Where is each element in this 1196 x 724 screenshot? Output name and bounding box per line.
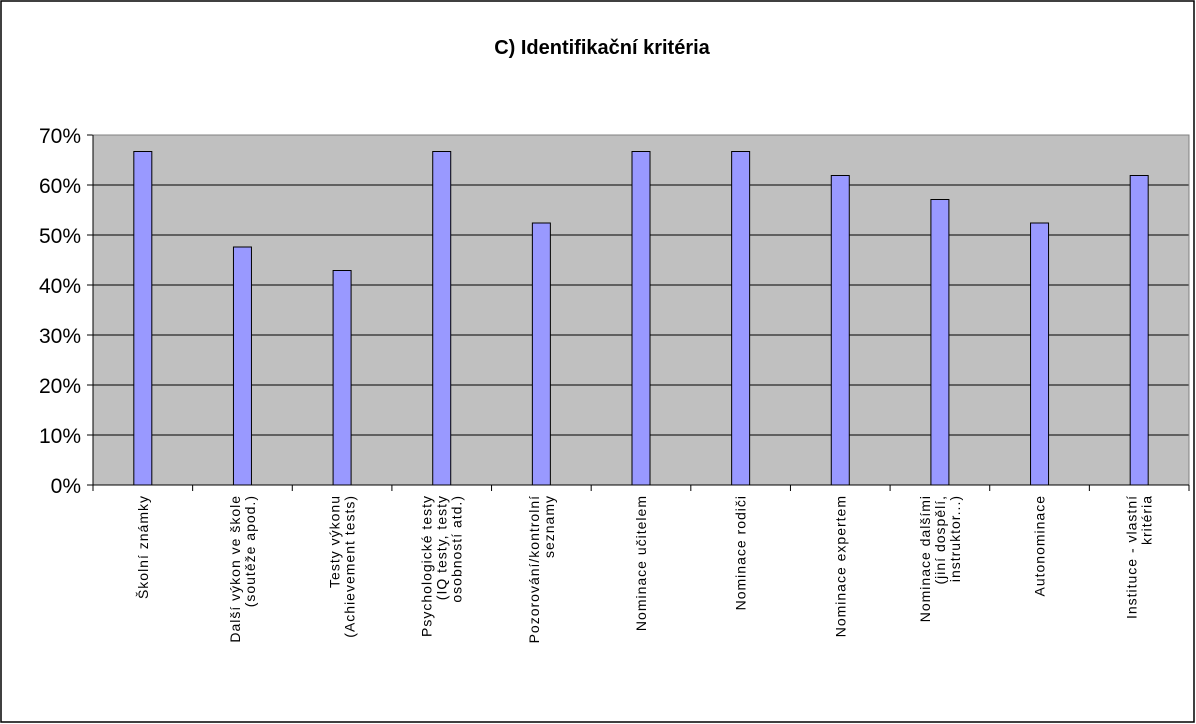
x-tick-label: Psychologické testy(IQ testy, testyosobn… (419, 495, 465, 637)
x-tick-label-line: (IQ testy, testy (434, 495, 450, 600)
x-tick-label-line: Pozorování/kontrolní (526, 495, 542, 643)
y-tick-label: 40% (39, 275, 81, 298)
y-tick-label: 30% (39, 325, 81, 348)
bar (432, 151, 452, 486)
bar (930, 199, 950, 486)
x-tick-label-line: kritéria (1139, 495, 1155, 545)
x-tick-label: Pozorování/kontrolníseznamy (526, 495, 557, 643)
bar (531, 222, 551, 486)
x-tick-label-line: (Achievement tests) (342, 495, 358, 638)
y-tick-label: 60% (39, 175, 81, 198)
x-tick-label-line: Nominace učitelem (633, 495, 649, 631)
bar (232, 246, 252, 486)
bar (133, 151, 153, 486)
x-tick-label: Nominace učitelem (633, 495, 649, 631)
y-tick-label: 70% (39, 125, 81, 148)
y-tick-label: 10% (39, 425, 81, 448)
x-tick-label-line: Nominace rodiči (733, 495, 749, 610)
x-tick-label: Další výkon ve škole(soutěže apod.) (227, 495, 258, 643)
y-tick-label: 20% (39, 375, 81, 398)
x-tick-label: Školní známky (135, 495, 151, 599)
x-tick-label: Nominace rodiči (733, 495, 749, 610)
chart-title: C) Identifikační kritéria (494, 37, 710, 59)
x-tick-label-line: Psychologické testy (419, 495, 435, 637)
y-tick-label: 0% (51, 475, 81, 498)
x-tick-label: Nominace expertem (832, 495, 848, 637)
x-tick-label: Testy výkonu(Achievement tests) (327, 495, 358, 638)
x-tick-label-line: Instituce - vlastní (1124, 495, 1140, 619)
x-tick-label-line: seznamy (541, 495, 557, 558)
x-tick-label-line: Autonominace (1032, 495, 1048, 597)
bar (631, 151, 651, 486)
x-tick-label: Instituce - vlastníkritéria (1124, 495, 1155, 619)
bar (1129, 175, 1149, 486)
x-tick-label-line: (soutěže apod.) (242, 495, 258, 607)
bar (830, 175, 850, 486)
x-tick-label-line: osobností atd.) (449, 495, 465, 603)
bar (731, 151, 751, 486)
bar (332, 270, 352, 486)
x-tick-label-line: Testy výkonu (327, 495, 343, 588)
x-tick-label: Nominace dalšími(jiní dospělí,instruktor… (917, 495, 963, 622)
x-tick-label-line: instruktor...) (947, 495, 963, 582)
x-tick-label-line: Nominace expertem (832, 495, 848, 637)
x-tick-label-line: (jiní dospělí, (932, 495, 948, 584)
y-tick-label: 50% (39, 225, 81, 248)
x-tick-label-line: Další výkon ve škole (227, 495, 243, 643)
x-tick-label-line: Nominace dalšími (917, 495, 933, 622)
bar (1030, 222, 1050, 486)
x-tick-label: Autonominace (1032, 495, 1048, 597)
x-tick-label-line: Školní známky (135, 495, 151, 599)
